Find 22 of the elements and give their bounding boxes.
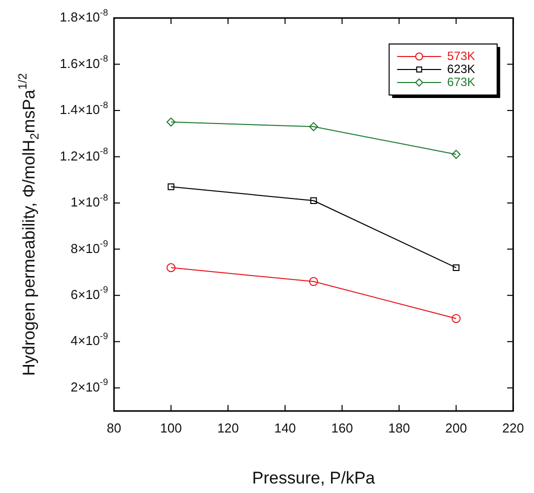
x-tick-label: 100 bbox=[160, 420, 182, 436]
point bbox=[452, 314, 461, 324]
point bbox=[452, 264, 460, 271]
legend-label: 673K bbox=[447, 74, 476, 89]
point bbox=[309, 277, 318, 286]
x-tick-label: 80 bbox=[106, 420, 122, 436]
x-tick-label: 140 bbox=[274, 420, 296, 436]
legend-label: 573K bbox=[447, 48, 476, 63]
x-axis-title: Pressure, P/kPa bbox=[252, 468, 376, 488]
x-tick-label: 200 bbox=[445, 420, 467, 436]
x-tick-label: 160 bbox=[331, 420, 353, 436]
point bbox=[309, 122, 318, 132]
x-tick-label: 220 bbox=[502, 420, 524, 436]
point bbox=[168, 183, 174, 190]
point bbox=[310, 197, 317, 204]
point bbox=[452, 150, 461, 159]
x-tick-label: 120 bbox=[217, 420, 239, 436]
legend-label: 623K bbox=[447, 62, 476, 76]
point bbox=[166, 263, 176, 272]
x-tick-label: 180 bbox=[388, 420, 410, 436]
point bbox=[166, 118, 176, 127]
y-axis-title: Hydrogen permeability, Φ/molH2msPa1/2 bbox=[15, 72, 42, 376]
